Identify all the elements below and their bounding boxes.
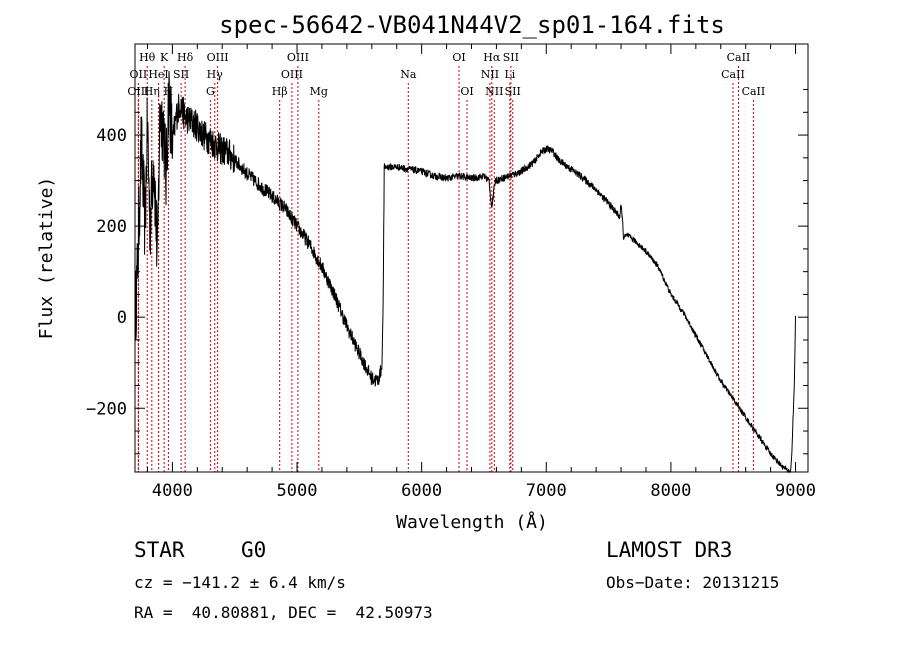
line-marker-label: Hη bbox=[144, 85, 160, 98]
line-marker-label: K bbox=[160, 51, 169, 64]
x-tick-label: 8000 bbox=[650, 481, 691, 501]
line-marker-label: HeI bbox=[148, 68, 168, 81]
x-axis-label: Wavelength (Å) bbox=[396, 511, 548, 533]
axes: 4000 5000 6000 7000 8000 9000 −200 0 200 400 bbox=[86, 44, 816, 501]
line-marker-label: CaII bbox=[742, 85, 766, 98]
x-tick-label: 4000 bbox=[152, 481, 193, 501]
y-tick-label: 200 bbox=[96, 217, 127, 237]
line-marker-label: Hγ bbox=[207, 68, 224, 81]
line-marker-label: OIII bbox=[281, 68, 303, 81]
line-marker-label: Hβ bbox=[272, 85, 288, 98]
y-axis-label: Flux (relative) bbox=[36, 177, 57, 340]
line-marker-label: Na bbox=[400, 68, 417, 81]
line-marker-label: Hα bbox=[483, 51, 501, 64]
coordinates: RA = 40.80881, DEC = 42.50973 bbox=[134, 603, 433, 622]
object-subclass: G0 bbox=[241, 538, 267, 562]
line-marker-label: OIII bbox=[127, 85, 149, 98]
y-tick-label: −200 bbox=[86, 399, 127, 419]
object-class: STAR bbox=[134, 538, 185, 562]
line-marker-label: SII bbox=[503, 51, 519, 64]
spectrum-line bbox=[134, 70, 796, 474]
line-marker-label: NII bbox=[485, 85, 503, 98]
x-tick-label: 6000 bbox=[401, 481, 442, 501]
line-marker-label: OIII bbox=[207, 51, 229, 64]
line-marker-label: NII bbox=[481, 68, 499, 81]
spectrum-line-group bbox=[134, 70, 796, 474]
line-marker-label: CaII bbox=[721, 68, 745, 81]
line-marker-label: OI bbox=[452, 51, 465, 64]
line-marker-label: Hθ bbox=[139, 51, 156, 64]
chart-title: spec-56642-VB041N44V2_sp01-164.fits bbox=[219, 11, 725, 39]
redshift-text: cz = −141.2 ± 6.4 km/s bbox=[134, 573, 346, 592]
line-marker-label: SII bbox=[505, 85, 521, 98]
line-marker-label: CaII bbox=[727, 51, 751, 64]
x-tick-label: 5000 bbox=[277, 481, 318, 501]
line-marker-label: SII bbox=[173, 68, 189, 81]
line-marker-label: OI bbox=[460, 85, 473, 98]
y-tick-label: 0 bbox=[117, 308, 127, 328]
line-marker-label: OIII bbox=[287, 51, 309, 64]
line-marker-label: G bbox=[206, 85, 215, 98]
line-marker-label: Li bbox=[504, 68, 515, 81]
plot-frame bbox=[134, 43, 809, 473]
line-marker-label: Mg bbox=[310, 85, 328, 98]
survey-name: LAMOST DR3 bbox=[606, 538, 733, 562]
x-tick-label: 7000 bbox=[526, 481, 567, 501]
line-marker-label: Hδ bbox=[177, 51, 194, 64]
obs-date: Obs−Date: 20131215 bbox=[606, 573, 780, 592]
x-tick-label: 9000 bbox=[775, 481, 816, 501]
y-tick-label: 400 bbox=[96, 126, 127, 146]
line-marker-label: OII bbox=[130, 68, 148, 81]
